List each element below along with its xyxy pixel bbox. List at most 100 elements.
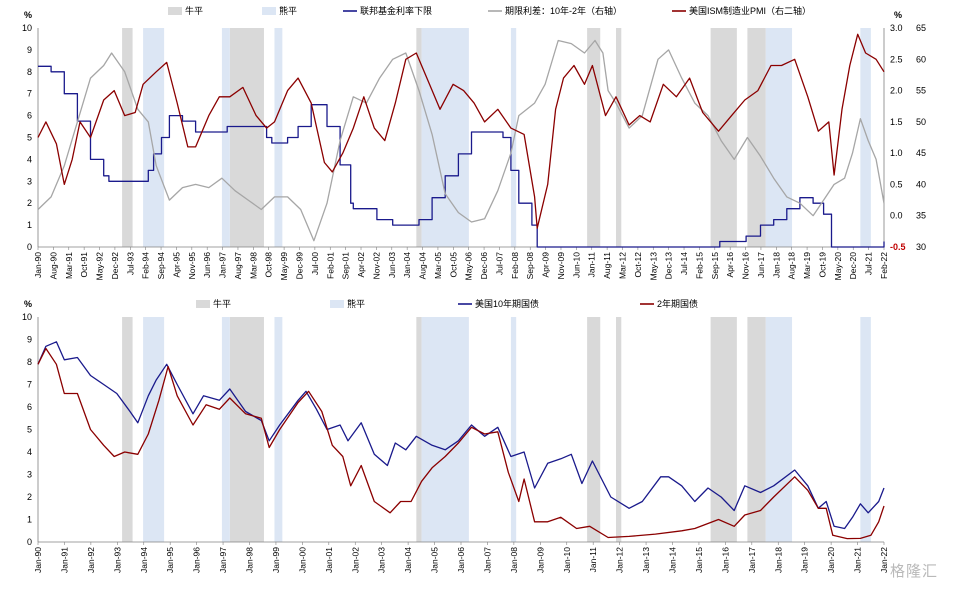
bottom-legend-label: 2年期国债 [657, 298, 698, 309]
top-y-left-tick-label: 8 [27, 67, 32, 77]
top-x-tick-label: Feb-15 [694, 252, 704, 279]
bottom-bear-flattening-band [143, 317, 165, 542]
top-bear-flattening-band [221, 28, 230, 247]
bottom-x-tick-label: Jan-10 [562, 547, 572, 573]
top-bear-flattening-band [765, 28, 793, 247]
top-x-tick-label: May-92 [95, 252, 105, 281]
top-x-tick-label: Nov-95 [187, 252, 197, 280]
top-x-tick-label: Jul-14 [679, 252, 689, 275]
top-legend-label: 美国ISM制造业PMI（右二轴） [689, 5, 811, 16]
top-y-left-tick-label: 6 [27, 111, 32, 121]
top-y-right2-tick-label: 65 [916, 23, 926, 33]
top-bull-flattening-band [587, 28, 601, 247]
watermark-logo: 格隆汇 [890, 562, 939, 580]
top-x-tick-label: Jan-04 [402, 252, 412, 278]
top-y-right2-tick-label: 35 [916, 211, 926, 221]
top-y-right-tick-label: 3.0 [890, 23, 903, 33]
top-x-tick-label: Mar-19 [802, 252, 812, 279]
top-x-tick-label: Dec-20 [848, 252, 858, 280]
top-y-left-unit: % [24, 10, 32, 20]
top-x-tick-label: Sep-15 [710, 252, 720, 280]
bottom-x-tick-label: Jan-14 [668, 547, 678, 573]
top-y-right-tick-label: 0.5 [890, 179, 903, 189]
top-x-tick-label: Aug-90 [48, 252, 58, 280]
bottom-legend-swatch [196, 300, 210, 308]
bottom-bear-flattening-band [421, 317, 469, 542]
top-y-left-tick-label: 2 [27, 198, 32, 208]
top-y-left-tick-label: 5 [27, 133, 32, 143]
bottom-y-left-tick-label: 5 [27, 425, 32, 435]
top-x-tick-label: Jul-93 [125, 252, 135, 275]
bottom-legend-label: 美国10年期国债 [475, 298, 539, 309]
bottom-x-tick-label: Jan-13 [641, 547, 651, 573]
top-x-tick-label: Oct-19 [817, 252, 827, 278]
bottom-x-tick-label: Jan-15 [694, 547, 704, 573]
bottom-x-tick-label: Jan-17 [747, 547, 757, 573]
bottom-x-tick-label: Jan-20 [826, 547, 836, 573]
bottom-x-tick-label: Jan-92 [86, 547, 96, 573]
top-x-tick-label: Mar-12 [618, 252, 628, 279]
top-x-tick-label: Sep-94 [156, 252, 166, 280]
top-x-tick-label: Feb-94 [141, 252, 151, 279]
top-x-tick-label: Feb-22 [879, 252, 889, 279]
bottom-x-tick-label: Jan-05 [430, 547, 440, 573]
top-y-left-tick-label: 10 [22, 23, 32, 33]
top-x-tick-label: Aug-18 [787, 252, 797, 280]
bottom-x-tick-label: Jan-98 [245, 547, 255, 573]
top-x-tick-label: Aug-97 [233, 252, 243, 280]
top-x-tick-label: Jul-00 [310, 252, 320, 275]
bottom-x-tick-label: Jan-97 [218, 547, 228, 573]
bottom-x-tick-label: Jan-99 [271, 547, 281, 573]
bottom-x-tick-label: Jan-06 [456, 547, 466, 573]
top-legend-swatch [168, 7, 182, 15]
bottom-legend-label: 熊平 [347, 298, 365, 309]
top-y-right2-tick-label: 30 [916, 242, 926, 252]
bottom-x-tick-label: Jan-01 [324, 547, 334, 573]
top-x-tick-label: Sep-01 [341, 252, 351, 280]
bottom-x-tick-label: Jan-08 [509, 547, 519, 573]
bottom-x-tick-label: Jan-96 [192, 547, 202, 573]
top-bull-flattening-band [616, 28, 622, 247]
bottom-y-left-tick-label: 8 [27, 357, 32, 367]
top-y-left-tick-label: 9 [27, 45, 32, 55]
top-y-left-tick-label: 7 [27, 89, 32, 99]
top-x-tick-label: Feb-08 [510, 252, 520, 279]
top-y-right-tick-label: 2.0 [890, 86, 903, 96]
top-x-tick-label: May-20 [833, 252, 843, 281]
bottom-bull-flattening-band [122, 317, 133, 542]
top-x-tick-label: Nov-16 [741, 252, 751, 280]
top-x-tick-label: Jan-11 [587, 252, 597, 278]
top-x-tick-label: Aug-11 [602, 252, 612, 279]
top-x-tick-label: Jan-97 [218, 252, 228, 278]
top-x-tick-label: Oct-98 [264, 252, 274, 278]
top-legend-label: 牛平 [185, 5, 203, 16]
bottom-x-tick-label: Jan-07 [482, 547, 492, 573]
bottom-bear-flattening-band [860, 317, 871, 542]
bottom-x-tick-label: Jan-95 [165, 547, 175, 573]
bottom-legend-swatch [330, 300, 344, 308]
top-bull-flattening-band [416, 28, 422, 247]
top-y-left-tick-label: 1 [27, 220, 32, 230]
top-y-right2-tick-label: 40 [916, 179, 926, 189]
bottom-series-line-ten-year [37, 341, 885, 530]
bottom-y-left-tick-label: 4 [27, 447, 32, 457]
top-bear-flattening-band [143, 28, 165, 247]
top-bear-flattening-band [274, 28, 283, 247]
top-x-tick-label: Jan-18 [771, 252, 781, 278]
top-y-right2-tick-label: 60 [916, 54, 926, 64]
top-legend-label: 熊平 [279, 5, 297, 16]
top-x-tick-label: Oct-91 [79, 252, 89, 278]
bottom-y-left-unit: % [24, 299, 32, 309]
top-x-tick-label: Dec-99 [294, 252, 304, 280]
top-y-right-tick-label: 1.5 [890, 117, 903, 127]
top-x-tick-label: Nov-09 [556, 252, 566, 280]
bottom-x-tick-label: Jan-09 [535, 547, 545, 573]
bottom-x-tick-label: Jan-90 [33, 547, 43, 573]
top-x-tick-label: Oct-05 [448, 252, 458, 278]
top-x-tick-label: May-13 [648, 252, 658, 281]
top-x-tick-label: Mar-91 [64, 252, 74, 279]
bottom-x-tick-label: Jan-94 [139, 547, 149, 573]
top-bull-flattening-band [747, 28, 766, 247]
top-bear-flattening-band [860, 28, 871, 247]
